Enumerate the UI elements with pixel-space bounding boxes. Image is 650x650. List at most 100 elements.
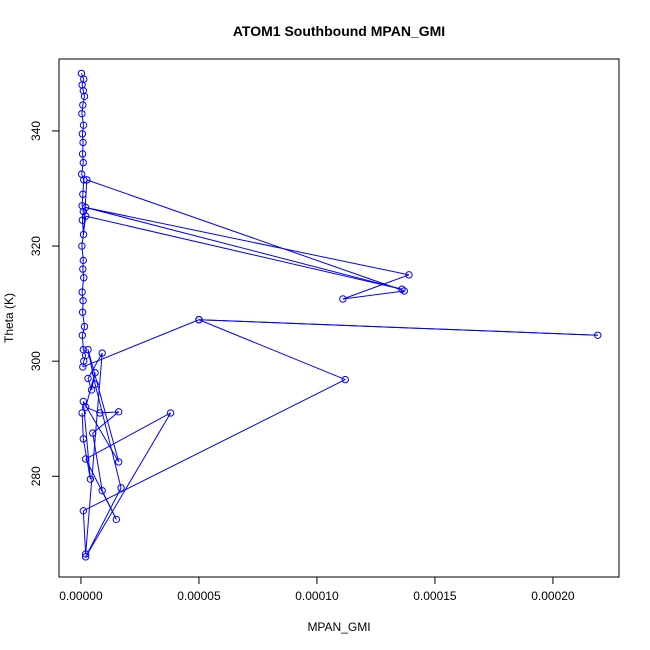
- data-point: [115, 458, 123, 466]
- data-point: [594, 331, 602, 339]
- x-axis-label: MPAN_GMI: [307, 620, 370, 634]
- data-point: [398, 285, 406, 293]
- data-point: [81, 212, 90, 220]
- data-point: [87, 386, 96, 394]
- series-line-segment: [85, 412, 172, 558]
- series-line-segment: [342, 274, 410, 300]
- y-axis: 280 300 320 340: [29, 121, 60, 486]
- data-point: [78, 288, 86, 296]
- series-line-segment: [82, 269, 85, 278]
- data-point: [341, 375, 349, 384]
- x-axis: 0.00000 0.00005 0.00010 0.00015 0.00020: [59, 576, 575, 603]
- series-line-segment: [85, 207, 410, 276]
- data-point: [98, 349, 106, 357]
- data-point: [195, 316, 203, 324]
- data-point: [79, 101, 87, 109]
- series-line-segment: [82, 438, 91, 480]
- data-point: [81, 455, 90, 463]
- data-point: [79, 265, 87, 273]
- series-line-segment: [81, 326, 85, 336]
- series-line-segment: [82, 401, 91, 480]
- data-point: [80, 357, 88, 365]
- data-point: [79, 507, 88, 515]
- series-layer: [77, 69, 602, 561]
- data-point: [339, 295, 347, 303]
- x-tick-label: 0.00015: [413, 589, 457, 603]
- data-point: [115, 408, 123, 416]
- data-point: [78, 409, 86, 417]
- series-line-segment: [85, 458, 117, 520]
- series-line-segment: [81, 133, 84, 143]
- x-tick-label: 0.00000: [59, 589, 103, 603]
- x-tick-label: 0.00005: [177, 589, 221, 603]
- data-point: [78, 150, 87, 158]
- data-point: [166, 409, 175, 417]
- data-point: [79, 158, 88, 167]
- series-line-segment: [81, 162, 84, 175]
- y-tick-label: 340: [29, 121, 43, 141]
- data-point: [80, 176, 88, 184]
- data-point: [96, 409, 104, 417]
- data-point: [79, 397, 88, 406]
- data-point: [79, 190, 87, 198]
- data-point: [80, 274, 88, 282]
- y-tick-label: 280: [29, 466, 43, 486]
- series-line-segment: [85, 215, 403, 290]
- series-line-segment: [81, 125, 85, 134]
- data-point: [117, 484, 125, 492]
- data-point: [78, 109, 86, 118]
- series-line-segment: [81, 335, 84, 350]
- series-line-segment: [85, 406, 101, 414]
- series-line-segment: [81, 194, 84, 206]
- series-line-segment: [85, 207, 403, 290]
- data-point: [79, 297, 87, 305]
- series-line-segment: [87, 349, 120, 463]
- data-point: [84, 374, 92, 383]
- series-line-segment: [87, 352, 103, 379]
- series-line-segment: [83, 379, 346, 512]
- series-line-segment: [81, 246, 84, 261]
- data-point: [400, 287, 408, 295]
- data-point: [112, 515, 121, 524]
- series-line-segment: [82, 179, 85, 195]
- data-point: [78, 308, 87, 316]
- series-line-segment: [198, 319, 598, 336]
- data-point: [80, 92, 89, 101]
- data-point: [91, 380, 99, 388]
- data-point: [89, 429, 97, 437]
- data-point: [84, 345, 92, 354]
- y-tick-label: 300: [29, 351, 43, 371]
- data-point: [78, 130, 87, 138]
- series-line-segment: [82, 401, 120, 463]
- series-line-segment: [85, 353, 103, 555]
- data-point: [78, 331, 87, 339]
- x-tick-label: 0.00010: [295, 589, 339, 603]
- data-point: [80, 322, 89, 331]
- data-point: [78, 242, 86, 250]
- series-line-segment: [82, 153, 84, 163]
- chart-title: ATOM1 Southbound MPAN_GMI: [233, 23, 445, 39]
- series-line-segment: [82, 312, 85, 327]
- data-point: [79, 230, 88, 239]
- series-line-segment: [82, 510, 87, 555]
- series-line-segment: [342, 290, 405, 300]
- y-tick-label: 320: [29, 236, 43, 256]
- data-point: [79, 256, 88, 265]
- series-line-segment: [81, 277, 85, 293]
- series-line-segment: [92, 411, 120, 434]
- data-point: [79, 121, 88, 129]
- series-line-segment: [81, 292, 84, 301]
- data-point: [79, 207, 88, 216]
- series-line-segment: [81, 104, 84, 114]
- series-line-segment: [92, 433, 103, 491]
- data-point: [98, 486, 106, 495]
- y-axis-label: Theta (K): [2, 293, 16, 343]
- series-line-segment: [94, 384, 122, 488]
- data-point: [81, 553, 90, 561]
- data-point: [81, 550, 90, 558]
- data-point: [405, 271, 413, 279]
- series-line-segment: [198, 319, 346, 381]
- data-point: [81, 203, 90, 212]
